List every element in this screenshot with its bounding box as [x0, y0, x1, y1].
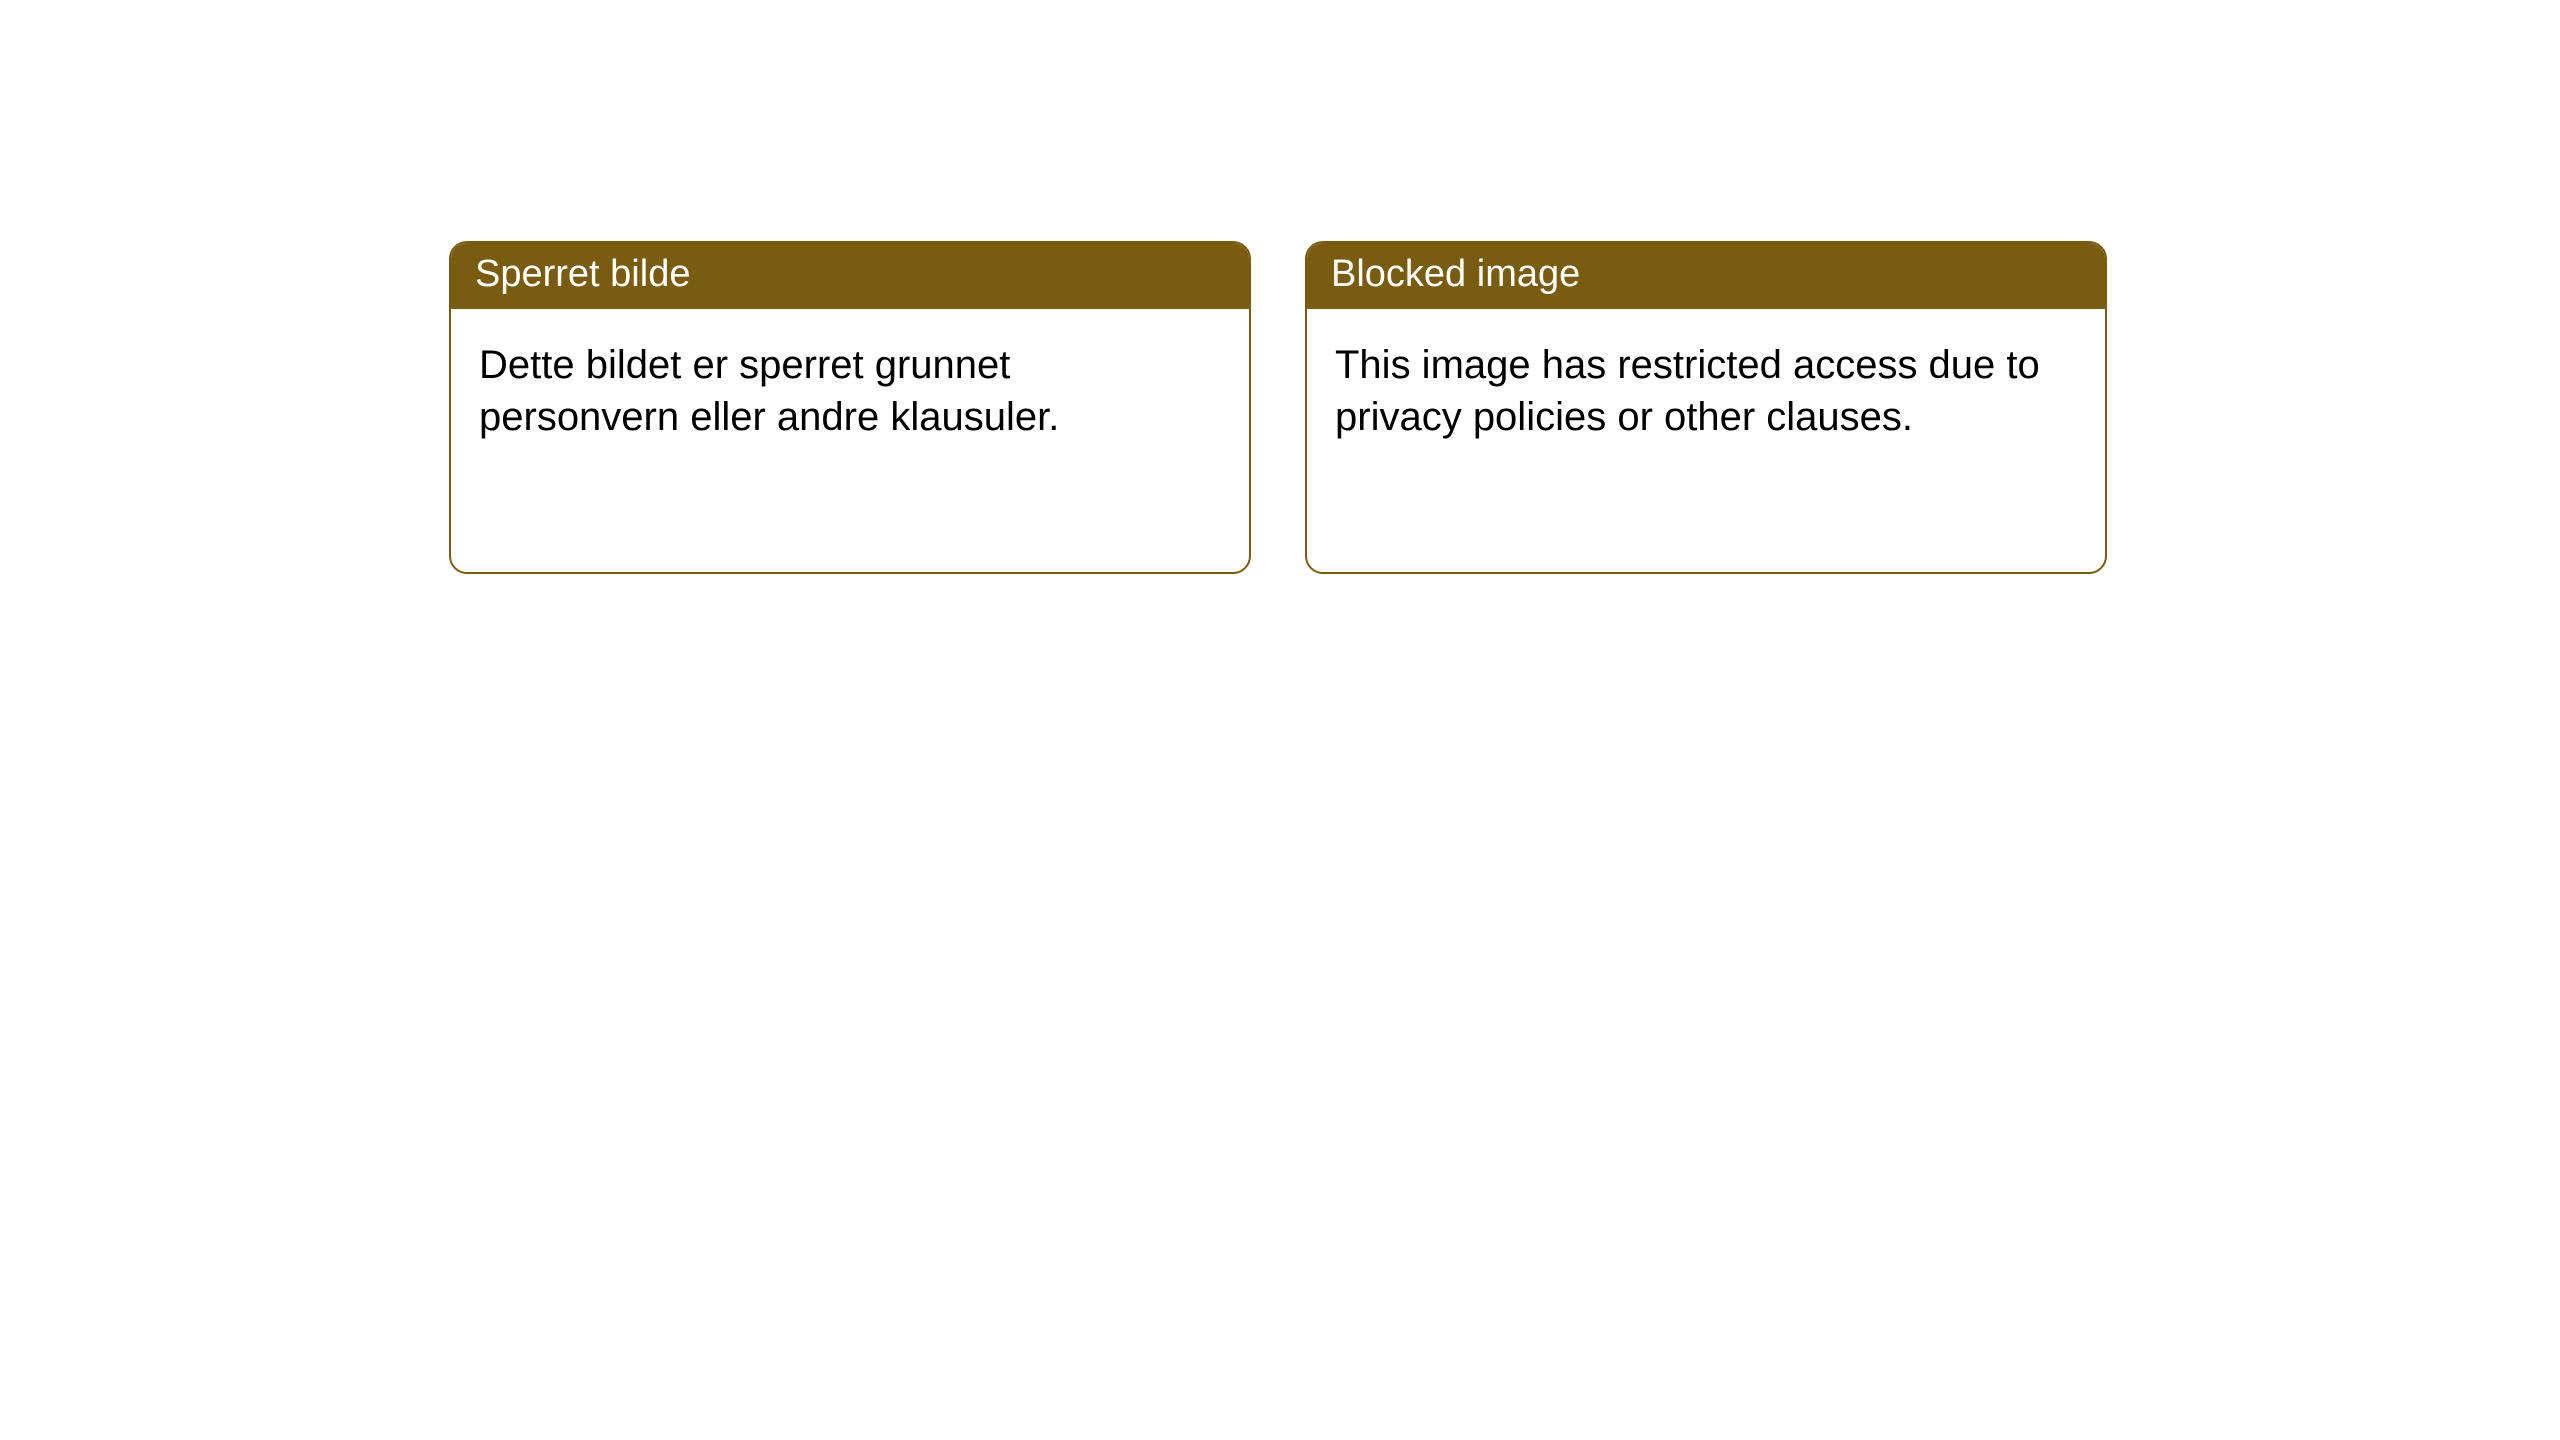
card-header: Blocked image	[1307, 243, 2105, 309]
card-header: Sperret bilde	[451, 243, 1249, 309]
card-body: Dette bildet er sperret grunnet personve…	[451, 309, 1249, 474]
notice-card-norwegian: Sperret bilde Dette bildet er sperret gr…	[449, 241, 1251, 574]
card-body-text: Dette bildet er sperret grunnet personve…	[479, 343, 1059, 439]
card-body-text: This image has restricted access due to …	[1335, 343, 2040, 439]
notice-container: Sperret bilde Dette bildet er sperret gr…	[0, 0, 2560, 574]
notice-card-english: Blocked image This image has restricted …	[1305, 241, 2107, 574]
card-body: This image has restricted access due to …	[1307, 309, 2105, 474]
card-title: Blocked image	[1331, 253, 1580, 295]
card-title: Sperret bilde	[475, 253, 690, 295]
